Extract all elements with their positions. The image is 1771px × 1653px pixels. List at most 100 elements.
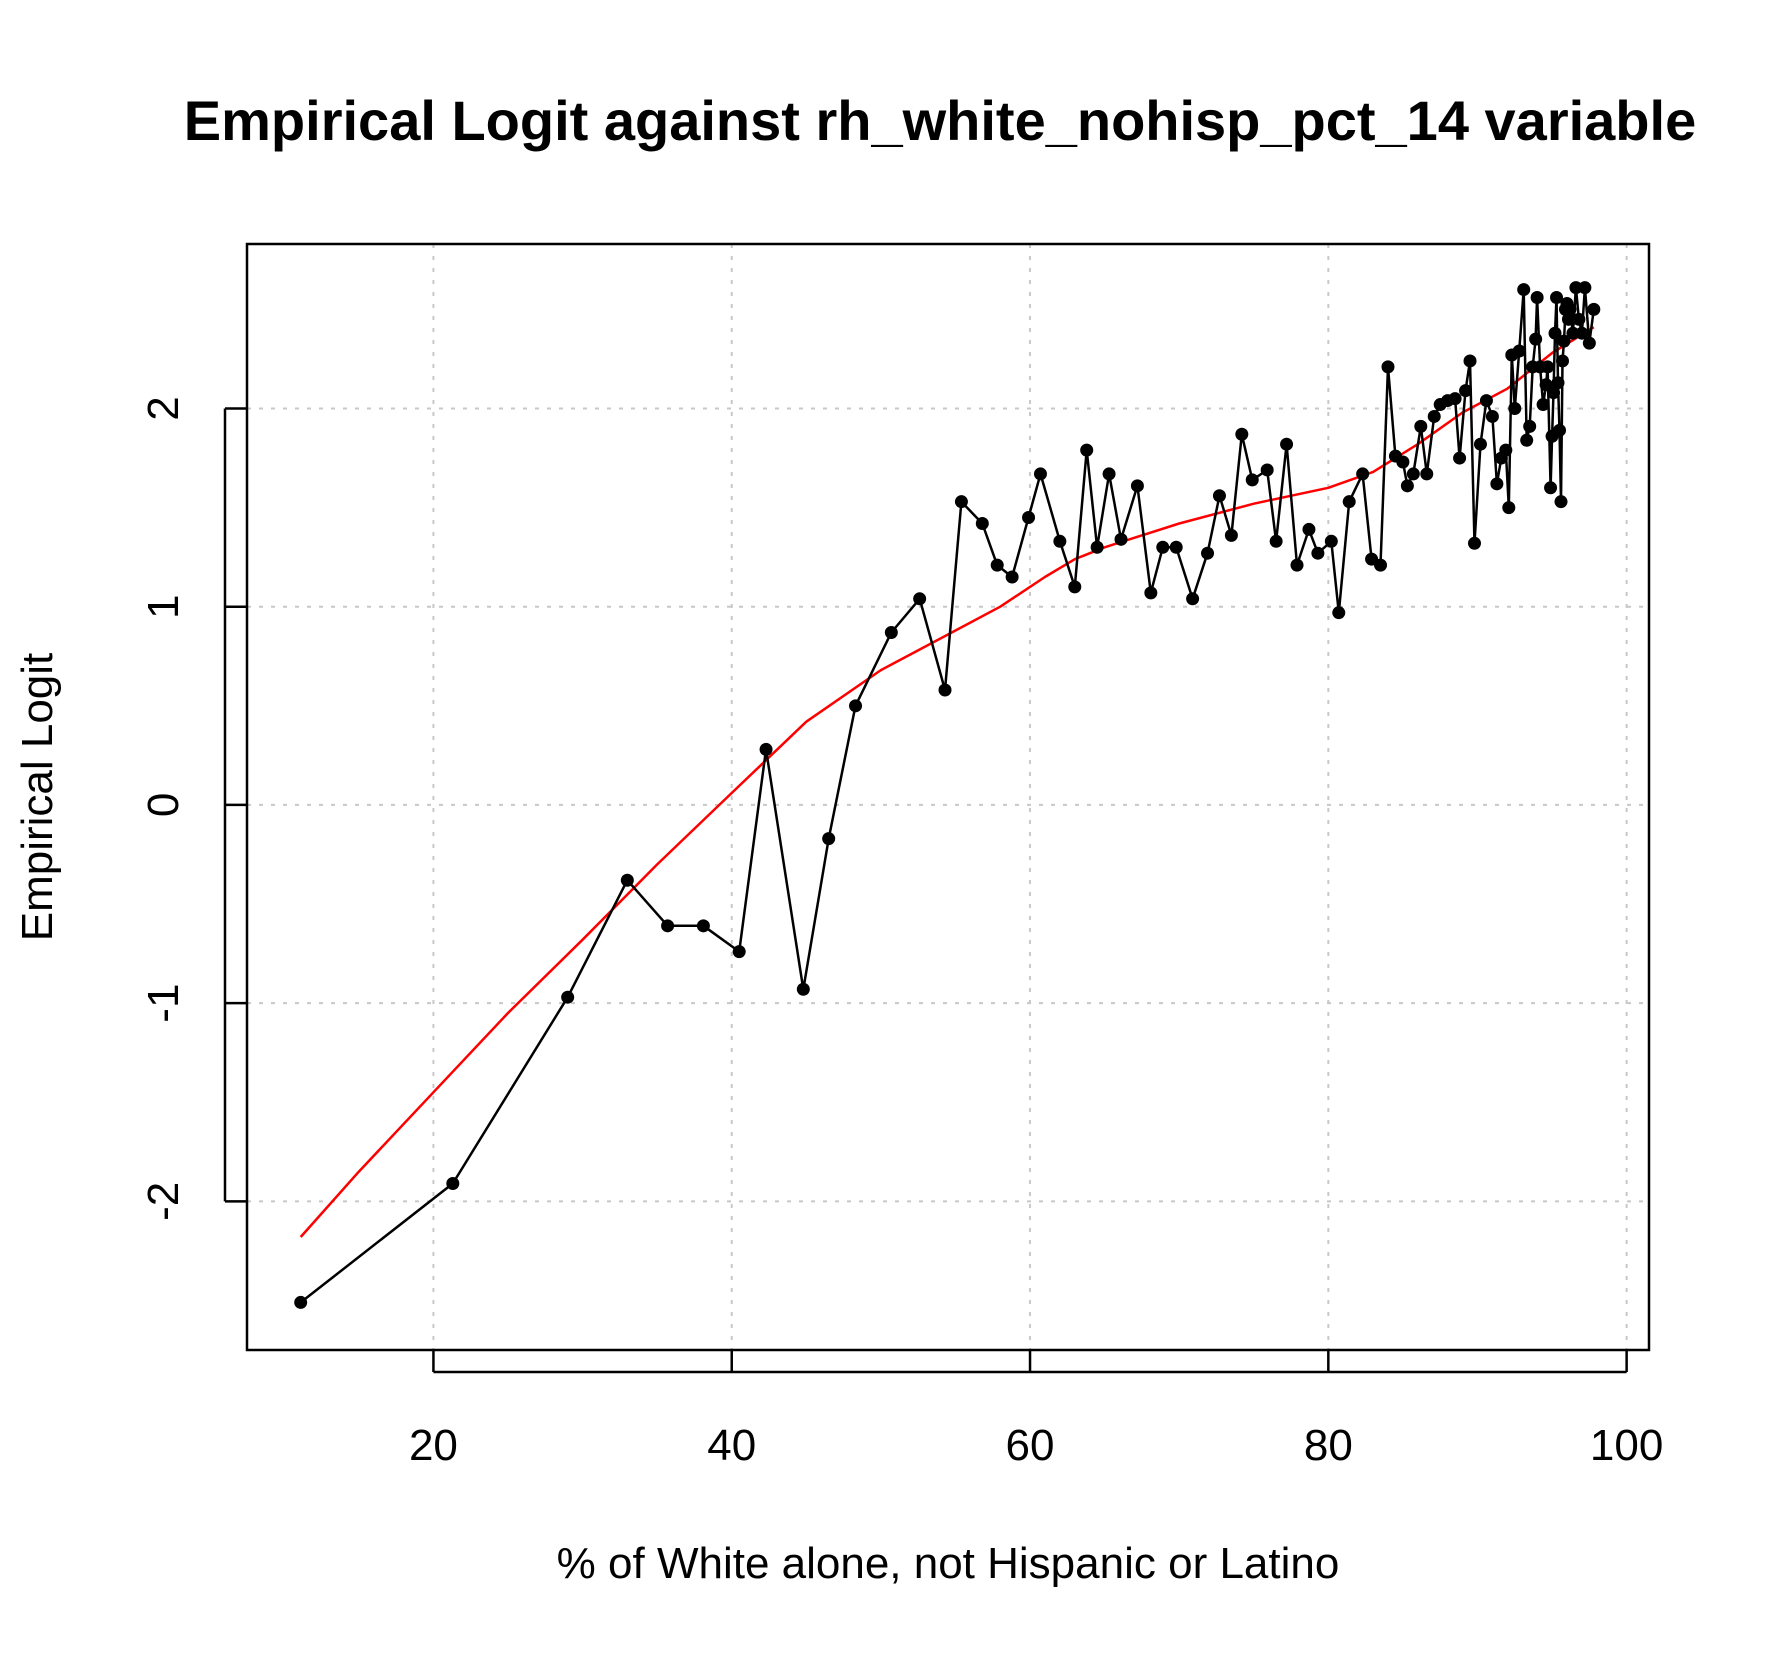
data-point bbox=[822, 832, 836, 846]
data-point bbox=[732, 945, 746, 959]
data-point bbox=[1551, 376, 1565, 390]
data-point bbox=[1356, 467, 1370, 481]
data-point bbox=[1485, 409, 1499, 423]
data-point bbox=[1554, 495, 1568, 509]
data-point bbox=[1400, 479, 1414, 493]
data-point bbox=[975, 516, 989, 530]
data-point bbox=[1260, 463, 1274, 477]
data-point bbox=[1502, 501, 1516, 515]
data-point bbox=[1575, 326, 1589, 340]
data-point bbox=[1302, 522, 1316, 536]
x-axis: 20 40 60 80 100 bbox=[409, 1350, 1663, 1470]
data-point bbox=[1463, 354, 1477, 368]
data-point bbox=[1114, 532, 1128, 546]
data-point bbox=[954, 495, 968, 509]
data-point bbox=[759, 742, 773, 756]
data-point bbox=[1569, 281, 1583, 295]
data-point bbox=[1530, 291, 1544, 305]
data-point bbox=[1473, 437, 1487, 451]
data-point bbox=[1508, 402, 1522, 416]
chart-title: Empirical Logit against rh_white_nohisp_… bbox=[184, 89, 1696, 152]
data-point bbox=[1467, 536, 1481, 550]
x-tick-label: 40 bbox=[707, 1421, 756, 1470]
data-point bbox=[1414, 419, 1428, 433]
data-point bbox=[1582, 336, 1596, 350]
data-point bbox=[1555, 354, 1569, 368]
data-point bbox=[1550, 291, 1564, 305]
data-point bbox=[1332, 606, 1346, 620]
data-point bbox=[1201, 546, 1215, 560]
data-point bbox=[1548, 326, 1562, 340]
data-point bbox=[1587, 302, 1601, 316]
data-point bbox=[1547, 386, 1561, 400]
data-point bbox=[1102, 467, 1116, 481]
data-point bbox=[1033, 467, 1047, 481]
series-layer bbox=[294, 281, 1601, 1309]
data-point bbox=[1572, 312, 1586, 326]
data-point bbox=[1427, 409, 1441, 423]
data-point bbox=[1499, 443, 1513, 457]
data-point bbox=[1490, 477, 1504, 491]
data-point bbox=[1324, 534, 1338, 548]
data-point bbox=[1212, 489, 1226, 503]
grid bbox=[247, 244, 1649, 1350]
x-tick-label: 20 bbox=[409, 1421, 458, 1470]
x-tick-label: 80 bbox=[1304, 1421, 1353, 1470]
data-point bbox=[1144, 586, 1158, 600]
data-point bbox=[1459, 384, 1473, 398]
data-point bbox=[1374, 558, 1388, 572]
plot-frame bbox=[245, 242, 1651, 1352]
data-point bbox=[913, 592, 927, 606]
data-point bbox=[1090, 540, 1104, 554]
data-point bbox=[1553, 423, 1567, 437]
data-point bbox=[1529, 332, 1543, 346]
data-point bbox=[620, 873, 634, 887]
data-point bbox=[1186, 592, 1200, 606]
data-point bbox=[1541, 360, 1555, 374]
data-point bbox=[1520, 433, 1534, 447]
x-axis-label: % of White alone, not Hispanic or Latino bbox=[557, 1539, 1340, 1588]
data-point bbox=[1536, 398, 1550, 412]
data-point bbox=[294, 1295, 308, 1309]
data-point bbox=[849, 699, 863, 713]
data-point bbox=[1561, 312, 1575, 326]
data-point bbox=[1053, 534, 1067, 548]
data-point bbox=[1448, 392, 1462, 406]
data-point bbox=[938, 683, 952, 697]
data-point bbox=[1406, 467, 1420, 481]
y-tick-label: -1 bbox=[139, 984, 188, 1023]
data-point bbox=[1235, 427, 1249, 441]
data-point bbox=[1544, 481, 1558, 495]
data-point bbox=[884, 625, 898, 639]
data-point bbox=[1563, 302, 1577, 316]
data-point bbox=[1169, 540, 1183, 554]
data-point bbox=[1396, 455, 1410, 469]
data-point bbox=[1512, 344, 1526, 358]
data-point bbox=[990, 558, 1004, 572]
y-axis: -2 -1 0 1 2 bbox=[139, 396, 247, 1221]
data-point bbox=[1566, 326, 1580, 340]
data-point bbox=[1479, 394, 1493, 408]
data-point bbox=[1517, 283, 1531, 297]
data-point bbox=[1280, 437, 1294, 451]
data-point bbox=[1156, 540, 1170, 554]
y-tick-label: 2 bbox=[139, 396, 188, 420]
data-point bbox=[1342, 495, 1356, 509]
data-point bbox=[696, 919, 710, 933]
y-axis-label: Empirical Logit bbox=[13, 653, 62, 942]
data-point bbox=[661, 919, 675, 933]
data-point bbox=[561, 990, 575, 1004]
data-point bbox=[796, 982, 810, 996]
data-point bbox=[1420, 467, 1434, 481]
data-point bbox=[1005, 570, 1019, 584]
data-point bbox=[1245, 473, 1259, 487]
data-point bbox=[1269, 534, 1283, 548]
data-point bbox=[1068, 580, 1082, 594]
y-tick-label: 0 bbox=[139, 793, 188, 817]
y-tick-label: 1 bbox=[139, 594, 188, 618]
data-point bbox=[1224, 528, 1238, 542]
data-point bbox=[1311, 546, 1325, 560]
x-tick-label: 100 bbox=[1590, 1421, 1663, 1470]
data-point bbox=[1523, 419, 1537, 433]
